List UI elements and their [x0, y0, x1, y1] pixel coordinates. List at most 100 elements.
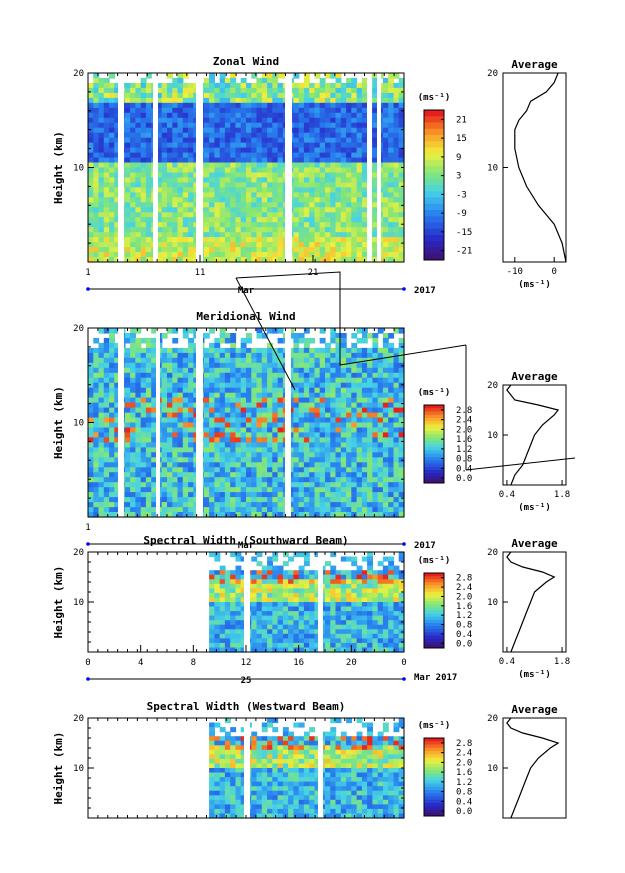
heatmap-cell	[303, 382, 310, 389]
x-axis-label: Mar	[238, 541, 255, 551]
heatmap-cell	[219, 147, 226, 154]
heatmap-cell	[272, 422, 279, 429]
heatmap-cell	[130, 212, 136, 218]
heatmap-cell	[130, 397, 136, 404]
heatmap-cell	[272, 82, 279, 89]
heatmap-cell	[314, 202, 321, 208]
heatmap-cell	[356, 387, 363, 394]
heatmap-cell	[298, 492, 305, 498]
heatmap-cell	[182, 242, 189, 248]
heatmap-cell	[109, 257, 115, 263]
heatmap-cell	[88, 387, 94, 394]
heatmap-cell	[224, 202, 231, 208]
heatmap-cell	[209, 157, 215, 164]
heatmap-cell	[382, 87, 389, 94]
heatmap-cell	[267, 252, 273, 258]
heatmap-cell	[351, 152, 358, 159]
heatmap-cell	[372, 137, 379, 144]
heatmap-cell	[93, 157, 100, 164]
heatmap-cell	[177, 102, 184, 109]
heatmap-cell	[88, 237, 94, 243]
heatmap-cell	[88, 412, 94, 419]
heatmap-cell	[177, 372, 184, 379]
heatmap-cell	[124, 87, 131, 94]
heatmap-cell	[261, 477, 268, 483]
heatmap-cell	[182, 187, 189, 193]
heatmap-cell	[319, 87, 326, 94]
heatmap-cell	[230, 127, 237, 134]
heatmap-cell	[246, 397, 252, 404]
heatmap-cell	[256, 197, 263, 203]
heatmap-cell	[188, 427, 194, 434]
heatmap-cell	[272, 217, 279, 223]
heatmap-cell	[230, 574, 237, 580]
heatmap-cell	[172, 92, 179, 99]
heatmap-cell	[145, 497, 152, 503]
heatmap-cell	[356, 102, 363, 109]
heatmap-cell	[230, 452, 237, 458]
heatmap-cell	[272, 382, 279, 389]
heatmap-cell	[293, 477, 300, 483]
heatmap-cell	[161, 432, 168, 438]
heatmap-cell	[235, 427, 242, 434]
heatmap-cell	[261, 629, 268, 635]
heatmap-cell	[167, 367, 173, 374]
heatmap-cell	[372, 417, 379, 424]
heatmap-cell	[388, 162, 395, 169]
heatmap-cell	[114, 377, 121, 384]
heatmap-cell	[140, 467, 147, 473]
heatmap-cell	[246, 417, 252, 424]
heatmap-cell	[330, 102, 337, 109]
heatmap-cell	[361, 492, 368, 498]
colorbar-tick-label: 2.0	[456, 425, 472, 435]
heatmap-cell	[398, 357, 405, 364]
heatmap-cell	[256, 212, 263, 218]
heatmap-cell	[230, 157, 237, 164]
colorbar-segment	[424, 424, 444, 429]
heatmap-cell	[372, 387, 379, 394]
heatmap-cell	[382, 212, 389, 218]
heatmap-cell	[109, 122, 115, 129]
heatmap-cell	[246, 452, 252, 458]
heatmap-cell	[398, 237, 405, 243]
heatmap-cell	[272, 477, 279, 483]
heatmap-cell	[182, 132, 189, 139]
heatmap-cell	[109, 357, 115, 364]
heatmap-cell	[230, 611, 237, 617]
heatmap-cell	[325, 217, 331, 223]
heatmap-cell	[188, 512, 194, 518]
heatmap-cell	[219, 407, 226, 414]
heatmap-cell	[246, 217, 252, 223]
heatmap-cell	[240, 187, 247, 193]
heatmap-cell	[161, 217, 168, 223]
heatmap-cell	[393, 242, 400, 248]
heatmap-cell	[267, 647, 273, 653]
heatmap-cell	[130, 432, 136, 438]
heatmap-cell	[382, 192, 389, 198]
heatmap-cell	[372, 227, 379, 233]
heatmap-cell	[351, 377, 358, 384]
heatmap-cell	[256, 462, 263, 468]
heatmap-cell	[361, 212, 368, 218]
heatmap-cell	[103, 507, 110, 513]
heatmap-cell	[98, 207, 105, 213]
heatmap-cell	[161, 212, 168, 218]
heatmap-cell	[346, 357, 352, 364]
heatmap-cell	[293, 73, 300, 79]
heatmap-cell	[372, 132, 379, 139]
heatmap-cell	[261, 157, 268, 164]
heatmap-cell	[319, 387, 326, 394]
heatmap-cell	[124, 222, 131, 228]
heatmap-cell	[240, 357, 247, 364]
heatmap-cell	[235, 162, 242, 169]
heatmap-cell	[314, 132, 321, 139]
heatmap-cell	[177, 167, 184, 174]
heatmap-cell	[230, 447, 237, 453]
heatmap-cell	[145, 207, 152, 213]
heatmap-cell	[246, 112, 252, 119]
heatmap-cell	[172, 172, 179, 179]
heatmap-cell	[230, 212, 237, 218]
heatmap-cell	[309, 482, 316, 488]
heatmap-cell	[272, 611, 279, 617]
heatmap-cell	[393, 157, 400, 164]
